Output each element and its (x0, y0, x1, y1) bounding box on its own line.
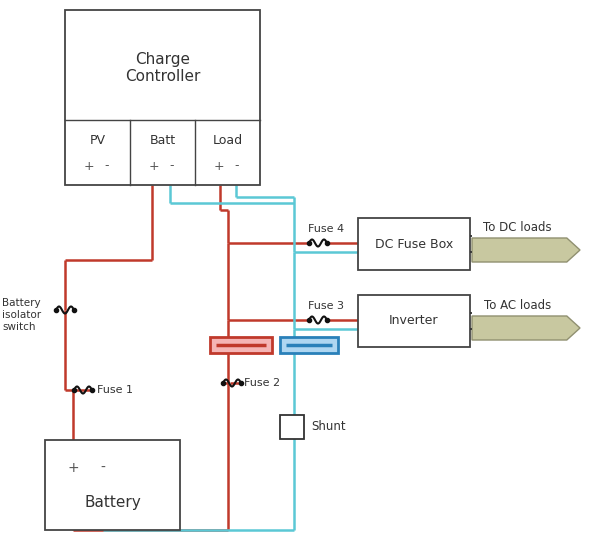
Polygon shape (472, 316, 580, 340)
Text: +: + (83, 159, 94, 173)
Text: To DC loads: To DC loads (483, 221, 551, 234)
Text: Fuse 3: Fuse 3 (308, 301, 344, 311)
Text: +: + (213, 159, 224, 173)
Bar (280, 337, 338, 353)
Text: Batt: Batt (149, 134, 176, 146)
Text: PV: PV (89, 134, 106, 146)
Text: Charge
Controller: Charge Controller (125, 52, 200, 84)
Text: -: - (234, 159, 239, 173)
Polygon shape (472, 238, 580, 262)
Text: Fuse 2: Fuse 2 (244, 378, 280, 388)
Text: Shunt: Shunt (311, 420, 346, 433)
Text: -: - (169, 159, 174, 173)
Bar (358, 218, 470, 270)
Text: -: - (101, 461, 106, 475)
Text: To AC loads: To AC loads (484, 299, 551, 312)
Text: DC Fuse Box: DC Fuse Box (375, 237, 453, 250)
Text: +: + (67, 461, 79, 475)
Text: Battery: Battery (84, 494, 141, 510)
Text: Inverter: Inverter (389, 315, 439, 328)
Text: +: + (148, 159, 159, 173)
Bar (280, 415, 304, 439)
Bar (45, 440, 180, 530)
Text: Load: Load (212, 134, 242, 146)
Text: -: - (104, 159, 109, 173)
Text: Battery
isolator
switch: Battery isolator switch (2, 299, 41, 332)
Text: Fuse 4: Fuse 4 (308, 224, 344, 234)
Text: Fuse 1: Fuse 1 (97, 385, 133, 395)
Bar (358, 295, 470, 347)
Bar (210, 337, 272, 353)
Bar (65, 10, 260, 185)
